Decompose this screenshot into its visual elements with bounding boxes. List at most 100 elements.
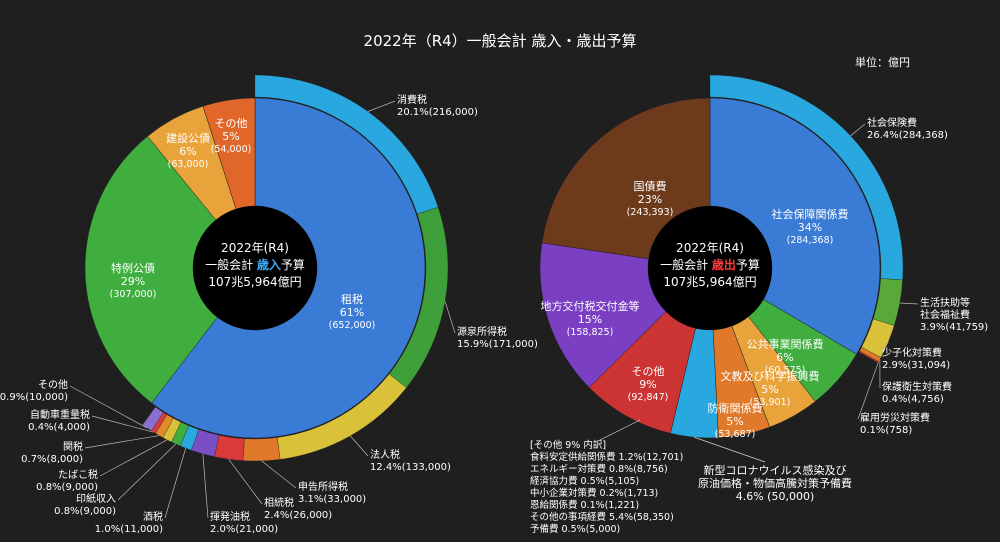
value-label: 1.0%(11,000) [94,524,163,535]
value-label: 15.9%(171,000) [457,339,538,350]
slice-label: 雇用労災対策費 0.1%(758) [860,413,930,437]
value-label: 6% [776,351,794,364]
note: [その他 9% 内訳] 食料安定供給関係費 1.2%(12,701) エネルギー対策… [530,440,683,536]
category-label: 租税 [340,293,363,306]
category-label: 印紙収入 [76,494,116,505]
value-label: 2.4%(26,000) [264,510,333,521]
leader-line [69,385,148,429]
slice-label: 法人税 12.4%(133,000) [370,450,451,474]
value-label: 0.4%(4,756) [882,394,944,405]
category-label: 自動車重量税 [30,410,90,421]
slice-label: 国債費 23% (243,393) [627,180,674,219]
slice-label: 少子化対策費 2.9%(31,094) [882,348,950,372]
leader-line [228,458,263,505]
leader-line [899,302,919,305]
chart-title: 2022年（R4）一般会計 歳入・歳出予算 [363,32,637,50]
value-label: 6% [179,145,197,158]
slice-label: 公共事業関係費 6% (60,575) [747,338,824,377]
center-line: 一般会計 歳入予算 [205,257,305,274]
note-line: 経済協力費 0.5%(5,105) [530,476,640,487]
slice-label: その他 0.9%(10,000) [0,380,68,404]
slice-label: 租税 61% (652,000) [329,293,376,332]
amount-label: (652,000) [328,320,376,331]
category-label: 防衛関係費 [707,402,763,415]
value-label: 0.7%(8,000) [21,454,83,465]
value-label: 3.9%(41,759) [920,322,989,333]
value-label: 61% [339,306,365,319]
leader-line [84,435,160,449]
leader-line [164,448,187,519]
category-label: 少子化対策費 [882,348,942,359]
category-label: その他 [214,117,248,130]
center-line: 一般会計 歳出予算 [660,257,760,274]
category-label: 地方交付税交付金等 [540,300,640,313]
center-text: 予算 [280,258,305,272]
inner-slice [539,242,667,388]
leader-line [857,362,879,420]
center-hole [193,206,317,330]
amount-label: (307,000) [109,289,157,300]
value-label: 4.6% (50,000) [735,490,815,503]
slice-label: 自動車重量税 0.4%(4,000) [28,410,90,434]
value-label: 15% [577,313,603,326]
note-title: [その他 9% 内訳] [530,440,607,451]
leader-line [99,439,168,477]
category-label: 雇用労災対策費 [860,413,930,424]
center-text: 予算 [735,258,760,272]
category-label: 酒税 [143,512,163,523]
slice-label: 建設公債 6% (63,000) [166,132,210,171]
slice-label: 特例公債 29% (307,000) [110,262,157,301]
value-label: 34% [797,221,823,234]
value-label: 2.0%(21,000) [210,524,279,535]
category-label: 源泉所得税 [457,327,507,338]
slice-label: その他 5% (54,000) [211,117,252,156]
center-year: 2022年(R4) [676,241,744,255]
amount-label: (63,000) [167,159,209,170]
center-text: 一般会計 [660,258,712,272]
category-label: 特例公債 [110,262,155,275]
outer-slice [142,406,164,432]
amount-label: (53,901) [749,397,791,408]
value-label: 0.4%(4,000) [28,422,90,433]
value-label: 2.9%(31,094) [882,360,951,371]
category-label: 社会保険費 [867,118,917,129]
value-label: 26.4%(284,368) [867,130,948,141]
value-label: 5% [726,415,744,428]
category-label: 法人税 [370,450,400,461]
category-label: 消費税 [397,95,427,106]
leader-line [202,453,209,519]
category-label: 揮発油税 [210,512,250,523]
value-label: 0.1%(758) [860,425,913,436]
slice-label: たばこ税 0.8%(9,000) [36,470,98,494]
slice-label: 揮発油税 2.0%(21,000) [210,512,278,536]
slice-label: 社会保障関係費 34% (284,368) [772,208,849,247]
slice-label: 相続税 2.4%(26,000) [264,498,332,522]
leader-line [694,436,766,463]
inner-slice [151,97,426,439]
leader-line [91,415,154,433]
note-line: 中小企業対策費 0.2%(1,713) [530,488,659,499]
leader-line [444,301,456,334]
slice-label: 消費税 20.1%(216,000) [397,95,478,119]
amount-label: (60,575) [764,365,806,376]
leader-line [350,435,369,457]
category-label: 文教及び科学振興費 [720,370,820,383]
slice-label: その他 9% (92,847) [628,365,669,404]
note-line: 恩給関係費 0.1%(1,221) [530,500,640,511]
amount-label: (92,847) [627,392,669,403]
center-label: 2022年(R4) 一般会計 歳出予算 107兆5,964億円 [660,240,760,291]
value-label: 23% [637,193,663,206]
center-text: 歳入 [256,258,281,272]
value-label: 20.1%(216,000) [397,107,478,118]
center-text: 一般会計 [205,258,257,272]
category-label: 建設公債 [166,132,210,145]
value-label: 5% [761,383,779,396]
center-text: 歳出 [711,258,736,272]
note-line: 予備費 0.5%(5,000) [530,524,621,535]
leader-line [879,341,889,355]
category-label: その他 [38,380,68,391]
center-total: 107兆5,964億円 [208,275,302,289]
category-label: 関税 [63,442,83,453]
outer-slice [214,435,245,461]
